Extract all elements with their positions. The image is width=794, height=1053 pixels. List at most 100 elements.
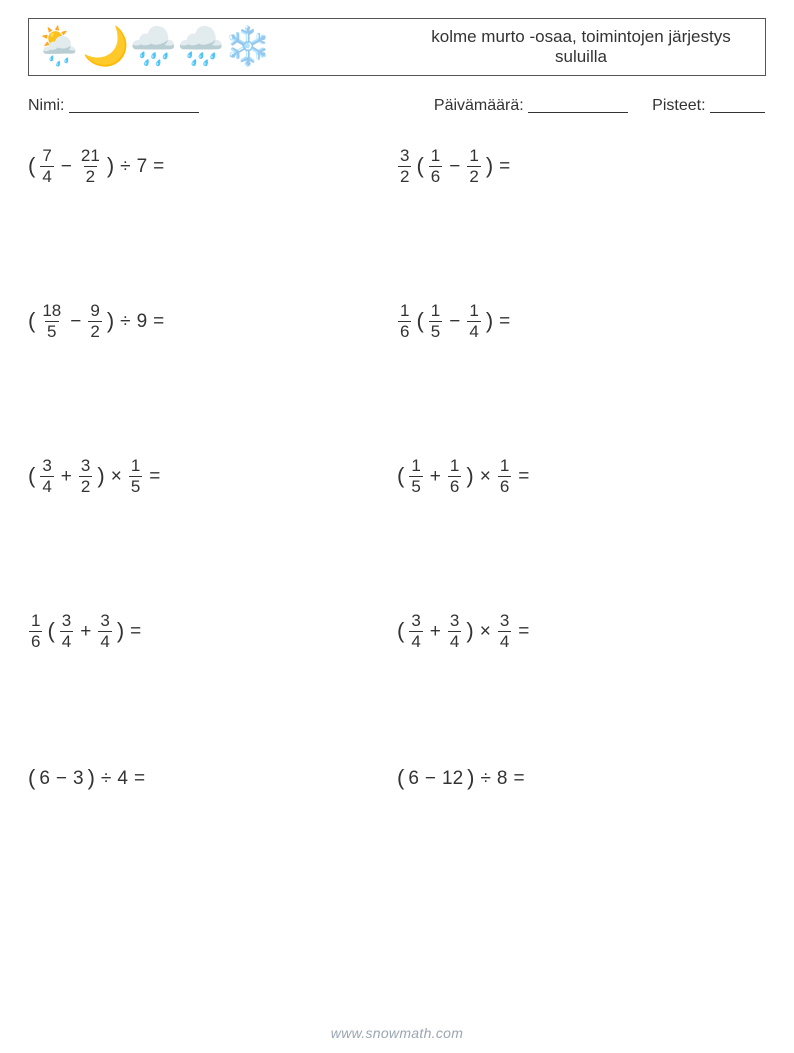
left-paren: (	[28, 465, 35, 487]
fraction: 34	[447, 612, 462, 651]
fraction: 34	[97, 612, 112, 651]
fraction: 34	[39, 457, 54, 496]
problem-5: (34+32)×15=	[28, 451, 397, 606]
left-paren: (	[28, 155, 35, 177]
score-label: Pisteet:	[652, 97, 705, 114]
name-label: Nimi:	[28, 97, 64, 114]
operator: −	[447, 157, 462, 176]
operator: +	[78, 622, 93, 641]
operator: −	[423, 769, 438, 788]
problem-3: (185−92)÷9=	[28, 296, 397, 451]
fraction-denominator: 5	[429, 321, 442, 341]
fraction-numerator: 1	[398, 302, 411, 321]
moon-icon: 🌙	[82, 28, 129, 66]
fraction-denominator: 5	[129, 476, 142, 496]
left-paren: (	[397, 767, 404, 789]
fraction: 32	[78, 457, 93, 496]
operator: ÷	[118, 312, 132, 331]
problem-8: (34+34)×34=	[397, 606, 766, 761]
expression: (6−3)÷4=	[28, 767, 147, 789]
left-paren: (	[416, 310, 423, 332]
operator: =	[132, 769, 147, 788]
integer: 4	[117, 769, 128, 788]
meta-row: Nimi: Päivämäärä: Pisteet:	[28, 94, 766, 115]
fraction-denominator: 2	[79, 476, 92, 496]
problem-7: 16(34+34)=	[28, 606, 397, 761]
operator: =	[516, 467, 531, 486]
operator: =	[497, 312, 512, 331]
fraction: 16	[447, 457, 462, 496]
operator: −	[54, 769, 69, 788]
left-paren: (	[416, 155, 423, 177]
problem-2: 32(16−12)=	[397, 141, 766, 296]
left-paren: (	[28, 310, 35, 332]
score-field: Pisteet:	[652, 94, 765, 115]
fraction: 34	[497, 612, 512, 651]
operator: =	[128, 622, 143, 641]
problem-9: (6−3)÷4=	[28, 761, 397, 916]
right-paren: )	[88, 767, 95, 789]
expression: 32(16−12)=	[397, 147, 512, 186]
fraction-numerator: 1	[429, 302, 442, 321]
integer: 6	[408, 769, 419, 788]
integer: 6	[39, 769, 50, 788]
snowflake-icon: ❄️	[224, 28, 271, 66]
fraction-denominator: 4	[60, 631, 73, 651]
operator: ÷	[478, 769, 492, 788]
fraction-numerator: 3	[40, 457, 53, 476]
right-paren: )	[97, 465, 104, 487]
operator: ×	[478, 467, 493, 486]
fraction-numerator: 3	[409, 612, 422, 631]
fraction-numerator: 1	[498, 457, 511, 476]
integer: 9	[137, 312, 148, 331]
header-icons: 🌦️ 🌙 🌧️ 🌧️ ❄️	[29, 19, 397, 75]
weather-rain-icon: 🌧️	[130, 28, 177, 66]
fraction-denominator: 6	[429, 166, 442, 186]
date-field: Päivämäärä:	[434, 94, 628, 115]
expression: (15+16)×16=	[397, 457, 531, 496]
fraction: 34	[408, 612, 423, 651]
fraction: 16	[497, 457, 512, 496]
operator: =	[147, 467, 162, 486]
score-blank	[710, 97, 765, 113]
operator: ×	[109, 467, 124, 486]
right-paren: )	[466, 620, 473, 642]
problems-grid: (74−212)÷7=32(16−12)=(185−92)÷9=16(15−14…	[28, 141, 766, 916]
fraction: 185	[39, 302, 64, 341]
left-paren: (	[397, 620, 404, 642]
operator: +	[59, 467, 74, 486]
expression: (6−12)÷8=	[397, 767, 527, 789]
integer: 3	[73, 769, 84, 788]
fraction: 15	[428, 302, 443, 341]
operator: −	[447, 312, 462, 331]
operator: ×	[478, 622, 493, 641]
fraction-denominator: 6	[498, 476, 511, 496]
expression: 16(34+34)=	[28, 612, 143, 651]
fraction-numerator: 1	[129, 457, 142, 476]
fraction-denominator: 2	[398, 166, 411, 186]
integer: 8	[497, 769, 508, 788]
integer: 7	[137, 157, 148, 176]
fraction-denominator: 5	[45, 321, 58, 341]
date-label: Päivämäärä:	[434, 97, 524, 114]
operator: ÷	[99, 769, 113, 788]
problem-6: (15+16)×16=	[397, 451, 766, 606]
fraction: 74	[39, 147, 54, 186]
fraction-numerator: 3	[448, 612, 461, 631]
fraction-numerator: 1	[467, 302, 480, 321]
fraction-denominator: 4	[467, 321, 480, 341]
fraction: 16	[397, 302, 412, 341]
right-paren: )	[467, 767, 474, 789]
operator: =	[497, 157, 512, 176]
fraction-numerator: 18	[40, 302, 63, 321]
worksheet-title: kolme murto -osaa, toimintojen järjestys…	[397, 19, 765, 75]
problem-10: (6−12)÷8=	[397, 761, 766, 916]
fraction-numerator: 3	[60, 612, 73, 631]
fraction-numerator: 21	[79, 147, 102, 166]
right-paren: )	[117, 620, 124, 642]
fraction: 15	[128, 457, 143, 496]
fraction-numerator: 1	[29, 612, 42, 631]
weather-rain-icon-2: 🌧️	[177, 28, 224, 66]
integer: 12	[442, 769, 463, 788]
fraction-numerator: 3	[98, 612, 111, 631]
